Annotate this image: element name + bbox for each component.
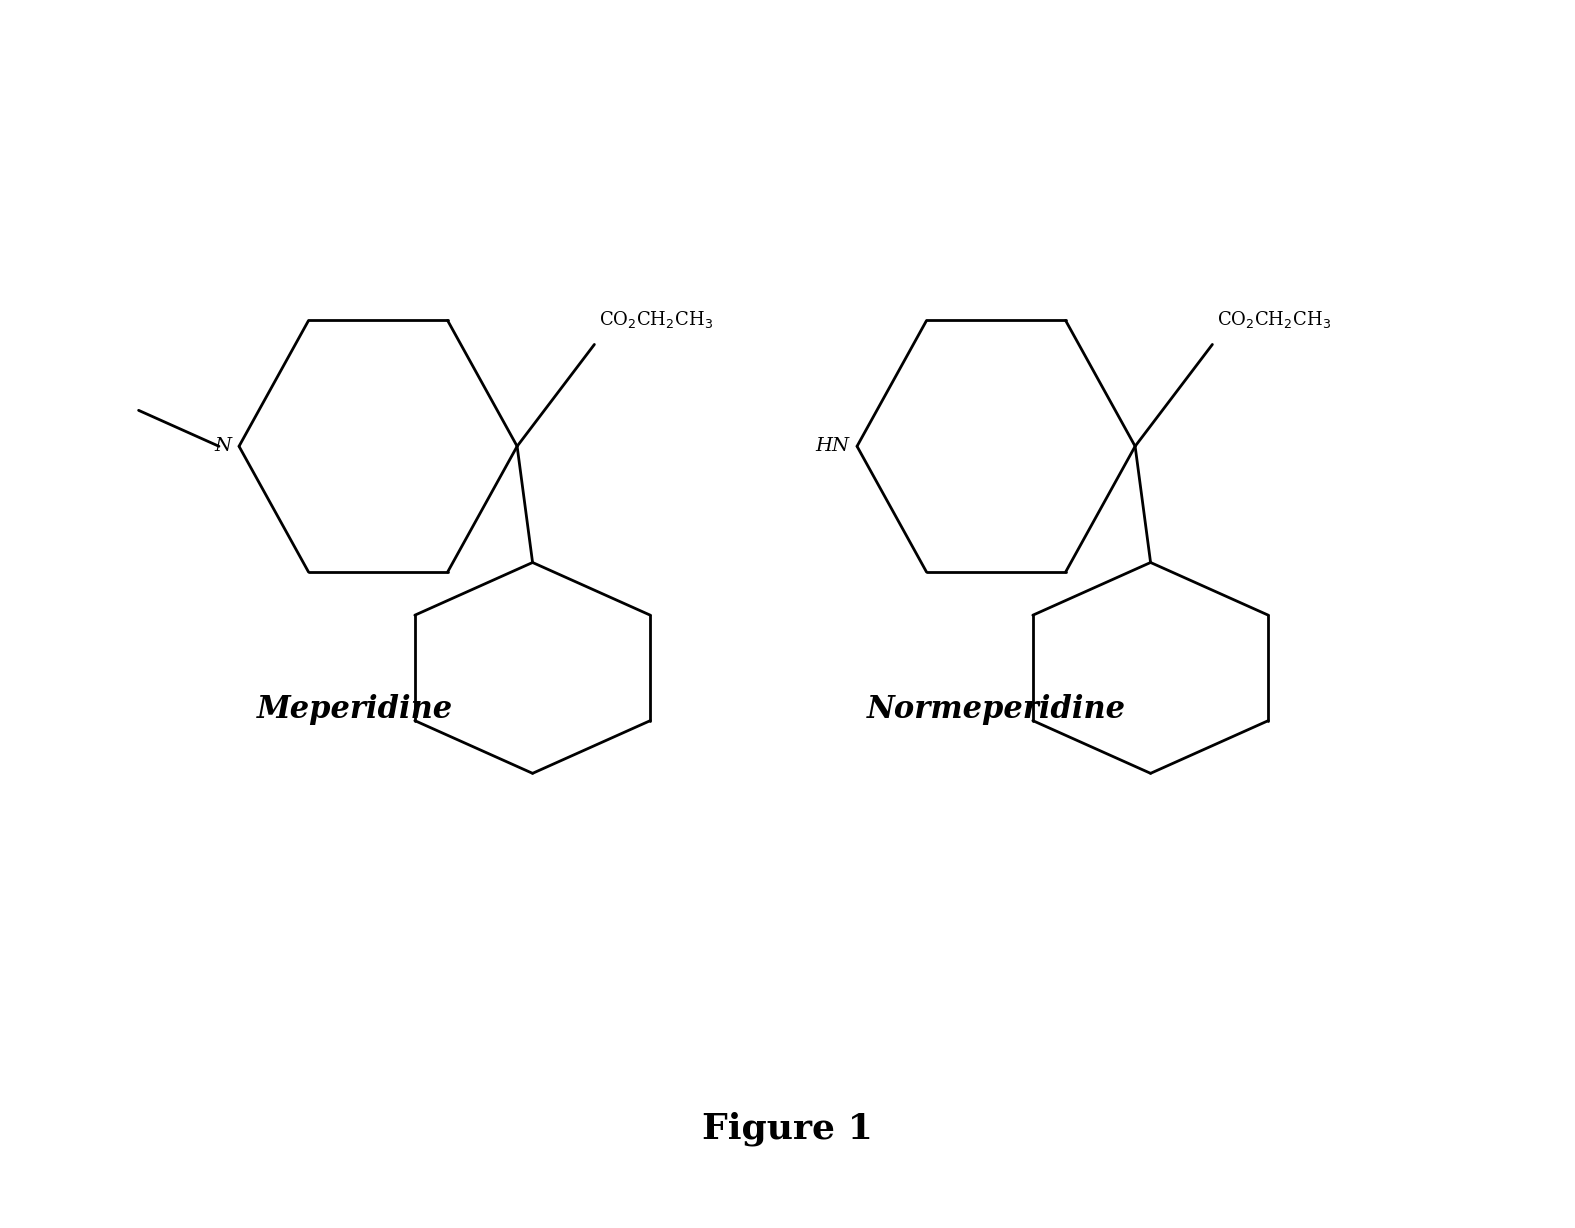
Text: N: N xyxy=(214,437,232,456)
Text: Meperidine: Meperidine xyxy=(257,694,454,726)
Text: Normeperidine: Normeperidine xyxy=(866,694,1126,726)
Text: Figure 1: Figure 1 xyxy=(702,1111,873,1147)
Text: CO$_2$CH$_2$CH$_3$: CO$_2$CH$_2$CH$_3$ xyxy=(1217,309,1331,330)
Text: HN: HN xyxy=(816,437,849,456)
Text: CO$_2$CH$_2$CH$_3$: CO$_2$CH$_2$CH$_3$ xyxy=(598,309,713,330)
